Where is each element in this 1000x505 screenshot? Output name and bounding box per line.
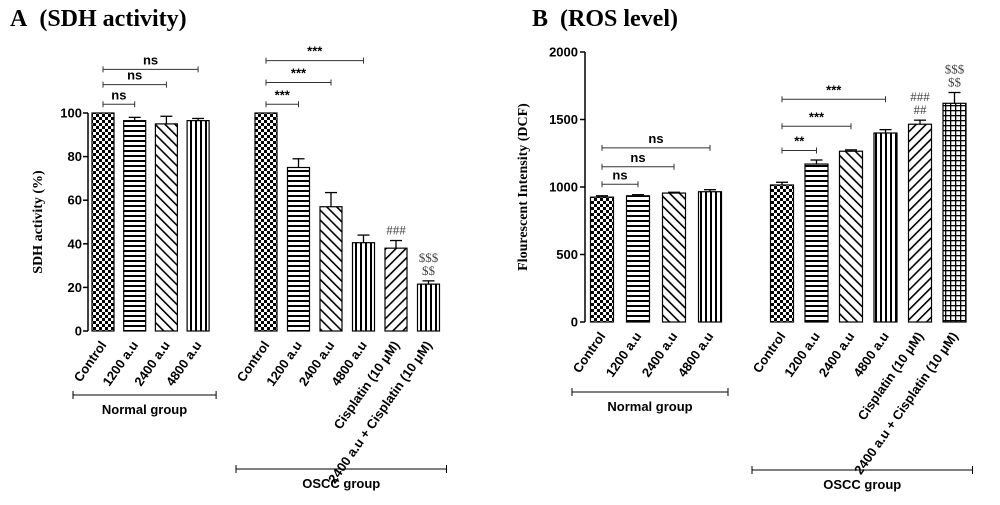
bar <box>838 150 864 323</box>
bar <box>942 102 967 323</box>
bar-annotation: $$$ <box>945 62 965 77</box>
y-tick-label: 1500 <box>549 112 578 127</box>
significance-label: *** <box>307 44 323 59</box>
y-tick-label: 0 <box>571 315 578 330</box>
y-axis-label: Flourescent Intensity (DCF) <box>516 103 531 271</box>
bar-annotation: ## <box>914 102 928 117</box>
bar <box>254 112 278 332</box>
bar <box>186 120 210 332</box>
significance-label: *** <box>275 87 291 102</box>
significance-label: ns <box>111 87 126 102</box>
significance-label: ns <box>127 68 142 83</box>
bar-annotation: ### <box>910 89 930 104</box>
panel-b-letter: B <box>532 6 549 32</box>
bar-annotation: $$ <box>948 75 962 90</box>
significance-label: ns <box>143 52 158 67</box>
panel-a-title: A (SDH activity) <box>10 6 187 33</box>
category-label: 2400 a.u <box>639 329 681 380</box>
significance-label: *** <box>291 65 307 80</box>
bar <box>769 184 795 323</box>
bar-annotation: $$$ <box>419 250 439 265</box>
y-tick-label: 60 <box>68 193 82 208</box>
bar <box>384 247 408 332</box>
bar <box>804 163 829 323</box>
significance-label: ns <box>648 131 663 146</box>
bar <box>625 195 651 323</box>
bar <box>416 283 441 332</box>
group-label: OSCC group <box>823 477 901 492</box>
panel-a-letter: A <box>10 6 28 32</box>
y-tick-label: 100 <box>60 106 82 121</box>
category-label: 4800 a.u <box>675 329 717 380</box>
bar <box>873 132 898 323</box>
panel-b-subtitle: (ROS level) <box>560 6 678 32</box>
significance-label: ns <box>630 150 645 165</box>
panel-b-title: B (ROS level) <box>532 6 678 33</box>
bar <box>661 192 687 323</box>
bar <box>351 242 376 332</box>
bar <box>91 112 115 332</box>
bar <box>286 166 311 332</box>
y-tick-label: 40 <box>68 236 82 251</box>
category-label: Control <box>570 329 609 375</box>
y-tick-label: 80 <box>68 149 82 164</box>
bar-annotation: ### <box>386 223 406 238</box>
bar <box>123 120 147 332</box>
significance-label: ** <box>794 134 805 149</box>
y-tick-label: 20 <box>68 280 82 295</box>
group-label: Normal group <box>607 399 692 414</box>
significance-label: *** <box>809 109 825 124</box>
panel-a-subtitle: (SDH activity) <box>39 6 187 32</box>
bar <box>907 123 933 323</box>
bar <box>589 196 615 323</box>
bar <box>319 206 343 332</box>
significance-label: ns <box>612 167 627 182</box>
bar <box>154 123 178 332</box>
y-tick-label: 1000 <box>549 180 578 195</box>
group-label: Normal group <box>102 402 187 417</box>
bar <box>697 191 723 323</box>
y-tick-label: 500 <box>556 247 578 262</box>
y-tick-label: 2000 <box>549 45 578 60</box>
y-axis-label: SDH activity (%) <box>31 170 46 274</box>
category-label: 1200 a.u <box>603 329 645 380</box>
panel-b-chart: 0 500 1000 1500 2000 Flourescent Intensity (D… <box>516 45 973 492</box>
group-label: OSCC group <box>302 476 380 491</box>
significance-label: *** <box>826 82 842 97</box>
y-tick-label: 0 <box>75 324 82 339</box>
bar-annotation: $$ <box>422 263 436 278</box>
